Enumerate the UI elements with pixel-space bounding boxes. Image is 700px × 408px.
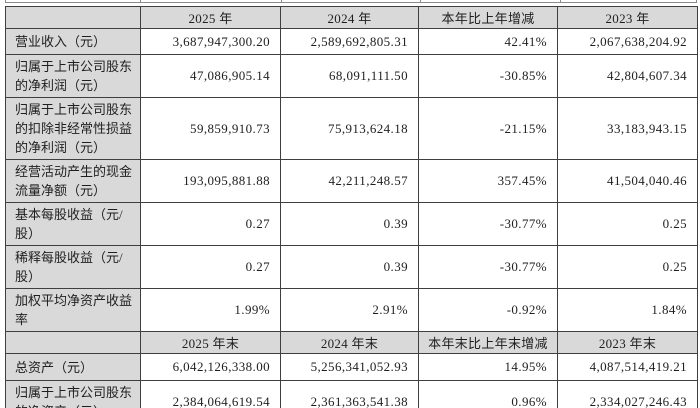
value-change: 42.41% (418, 28, 558, 55)
cropped-row-remnant (5, 0, 697, 3)
value-2025: 2,384,064,619.54 (140, 380, 281, 408)
value-2024: 68,091,111.50 (280, 54, 419, 98)
header-2025-end: 2025 年末 (140, 331, 281, 354)
value-2024: 5,256,341,052.93 (280, 353, 419, 381)
value-2023: 2,067,638,204.92 (557, 28, 698, 55)
value-2025: 59,859,910.73 (140, 97, 281, 160)
value-change: -0.92% (418, 288, 558, 332)
header-empty-cell (5, 6, 141, 29)
value-2024: 2,589,692,805.31 (280, 28, 419, 55)
value-change: -30.77% (418, 202, 558, 246)
value-2024: 2,361,363,541.38 (280, 380, 419, 408)
row-label: 营业收入（元） (5, 28, 141, 55)
header-empty-cell (5, 331, 141, 354)
value-change: 14.95% (418, 353, 558, 381)
row-net-profit: 归属于上市公司股东的净利润（元） 47,086,905.14 68,091,11… (5, 54, 698, 98)
value-2023: 0.25 (557, 245, 698, 289)
row-label: 归属于上市公司股东的净利润（元） (5, 54, 141, 98)
row-label: 经营活动产生的现金流量净额（元） (5, 159, 141, 203)
value-2024: 0.39 (280, 202, 419, 246)
row-label: 归属于上市公司股东的扣除非经常性损益的净利润（元） (5, 97, 141, 160)
header-yoy-change: 本年比上年增减 (418, 6, 558, 29)
value-2023: 42,804,607.34 (557, 54, 698, 98)
financial-summary-table: 2025 年 2024 年 本年比上年增减 2023 年 营业收入（元） 3,6… (5, 6, 698, 408)
value-2024: 75,913,624.18 (280, 97, 419, 160)
value-2024: 2.91% (280, 288, 419, 332)
value-2023: 33,183,943.15 (557, 97, 698, 160)
row-net-profit-excl-nonrecurring: 归属于上市公司股东的扣除非经常性损益的净利润（元） 59,859,910.73 … (5, 97, 698, 160)
value-2025: 0.27 (140, 245, 281, 289)
value-2024: 42,211,248.57 (280, 159, 419, 203)
value-2023: 2,334,027,246.43 (557, 380, 698, 408)
value-change: -30.85% (418, 54, 558, 98)
value-2023: 4,087,514,419.21 (557, 353, 698, 381)
row-label: 总资产（元） (5, 353, 141, 381)
header-2024: 2024 年 (280, 6, 419, 29)
header-2025: 2025 年 (140, 6, 281, 29)
value-change: 0.96% (418, 380, 558, 408)
row-diluted-eps: 稀释每股收益（元/股） 0.27 0.39 -30.77% 0.25 (5, 245, 698, 289)
value-2023: 0.25 (557, 202, 698, 246)
row-total-assets: 总资产（元） 6,042,126,338.00 5,256,341,052.93… (5, 353, 698, 381)
value-2025: 6,042,126,338.00 (140, 353, 281, 381)
value-change: 357.45% (418, 159, 558, 203)
value-2025: 0.27 (140, 202, 281, 246)
header-2024-end: 2024 年末 (280, 331, 419, 354)
header-end-change: 本年末比上年末增减 (418, 331, 558, 354)
value-change: -30.77% (418, 245, 558, 289)
row-label: 基本每股收益（元/股） (5, 202, 141, 246)
period-end-header-row: 2025 年末 2024 年末 本年末比上年末增减 2023 年末 (5, 331, 698, 354)
period-header-row: 2025 年 2024 年 本年比上年增减 2023 年 (5, 6, 698, 29)
row-label: 加权平均净资产收益率 (5, 288, 141, 332)
value-2025: 47,086,905.14 (140, 54, 281, 98)
row-label: 稀释每股收益（元/股） (5, 245, 141, 289)
value-change: -21.15% (418, 97, 558, 160)
row-weighted-avg-roe: 加权平均净资产收益率 1.99% 2.91% -0.92% 1.84% (5, 288, 698, 332)
value-2025: 193,095,881.88 (140, 159, 281, 203)
header-2023: 2023 年 (557, 6, 698, 29)
row-operating-revenue: 营业收入（元） 3,687,947,300.20 2,589,692,805.3… (5, 28, 698, 55)
row-net-assets: 归属于上市公司股东的净资产（元） 2,384,064,619.54 2,361,… (5, 380, 698, 408)
row-basic-eps: 基本每股收益（元/股） 0.27 0.39 -30.77% 0.25 (5, 202, 698, 246)
row-operating-cash-flow: 经营活动产生的现金流量净额（元） 193,095,881.88 42,211,2… (5, 159, 698, 203)
value-2025: 1.99% (140, 288, 281, 332)
value-2025: 3,687,947,300.20 (140, 28, 281, 55)
row-label: 归属于上市公司股东的净资产（元） (5, 380, 141, 408)
value-2023: 1.84% (557, 288, 698, 332)
header-2023-end: 2023 年末 (557, 331, 698, 354)
value-2023: 41,504,040.46 (557, 159, 698, 203)
value-2024: 0.39 (280, 245, 419, 289)
